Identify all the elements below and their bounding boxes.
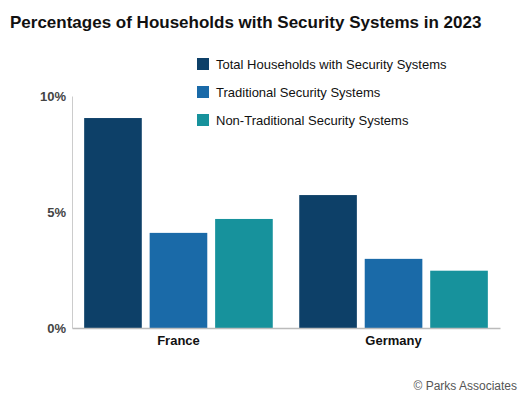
bar bbox=[365, 259, 423, 328]
bar bbox=[430, 271, 488, 328]
x-tick-label: France bbox=[157, 333, 200, 348]
chart: Percentages of Households with Security … bbox=[0, 0, 525, 400]
legend-swatch bbox=[197, 86, 209, 98]
y-axis-line bbox=[72, 97, 73, 329]
legend-item: Non-Traditional Security Systems bbox=[197, 113, 409, 128]
legend-item: Traditional Security Systems bbox=[197, 85, 381, 100]
x-tick-label: Germany bbox=[365, 333, 422, 348]
y-tick-label: 0% bbox=[47, 321, 66, 336]
bars bbox=[84, 118, 488, 328]
y-tick: 0% bbox=[47, 321, 72, 336]
x-tick: Germany bbox=[365, 328, 422, 348]
x-axis-line bbox=[73, 328, 501, 330]
y-tick: 10% bbox=[40, 89, 72, 104]
y-tick: 5% bbox=[47, 205, 72, 220]
legend-label: Total Households with Security Systems bbox=[216, 57, 447, 72]
x-tick: France bbox=[157, 328, 200, 348]
bar bbox=[299, 195, 357, 328]
bar bbox=[215, 219, 273, 328]
y-axis: 0% 5% 10% bbox=[40, 89, 73, 336]
bar bbox=[150, 233, 208, 328]
legend-label: Non-Traditional Security Systems bbox=[216, 113, 409, 128]
y-tick-label: 10% bbox=[40, 89, 66, 104]
legend-label: Traditional Security Systems bbox=[216, 85, 381, 100]
legend-swatch bbox=[197, 114, 209, 126]
y-tick-label: 5% bbox=[47, 205, 66, 220]
legend-swatch bbox=[197, 58, 209, 70]
title: Percentages of Households with Security … bbox=[10, 13, 481, 32]
bar bbox=[84, 118, 142, 328]
x-axis: France Germany bbox=[73, 328, 501, 348]
legend-item: Total Households with Security Systems bbox=[197, 57, 447, 72]
legend: Total Households with Security Systems Tr… bbox=[197, 57, 447, 128]
source: © Parks Associates bbox=[413, 379, 517, 393]
